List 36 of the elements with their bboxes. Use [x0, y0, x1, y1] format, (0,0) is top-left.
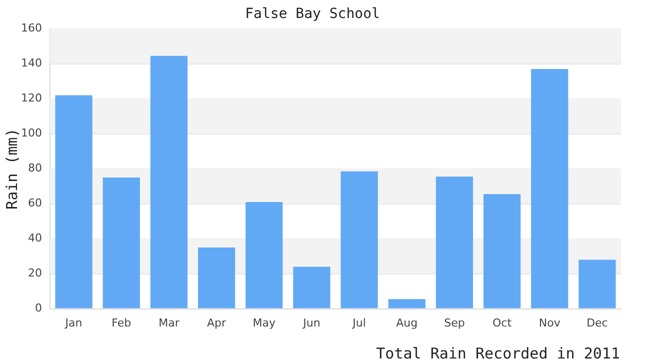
text: Total Rain Recorded in 2011 — [376, 344, 620, 360]
x-tick-label: Apr — [207, 316, 227, 330]
bar — [388, 299, 426, 308]
y-tick-label: 160 — [21, 22, 42, 35]
y-tick-label: 60 — [28, 196, 42, 210]
bar — [436, 176, 474, 308]
x-tick-label: Jul — [352, 316, 366, 330]
y-tick-label: 80 — [28, 162, 42, 175]
x-tick-label: Mar — [158, 316, 180, 330]
x-tick-label: Oct — [492, 316, 512, 330]
bar — [483, 194, 521, 308]
x-tick-label: Nov — [538, 316, 561, 330]
y-tick-label: 140 — [21, 56, 42, 70]
x-tick-label: Sep — [444, 316, 465, 330]
y-tick-label: 0 — [35, 302, 42, 315]
y-tick-label: 40 — [28, 232, 42, 245]
y-tick-label: 100 — [21, 126, 42, 140]
bar — [102, 178, 140, 308]
x-tick-label: Aug — [396, 316, 418, 330]
bar — [578, 260, 616, 308]
x-tick-label: Dec — [586, 316, 608, 330]
x-tick-label: Feb — [112, 316, 132, 330]
bar — [293, 266, 330, 308]
bar — [55, 95, 92, 308]
x-tick-label: Jun — [302, 316, 320, 330]
y-axis-title: Rain (mm) — [2, 128, 21, 210]
bar — [340, 171, 378, 308]
x-tick-label: Jan — [64, 316, 82, 330]
bar — [198, 248, 236, 308]
x-tick-label: May — [252, 316, 276, 330]
y-tick-label: 120 — [21, 92, 42, 105]
y-tick-label: 20 — [28, 266, 42, 280]
chart-title: False Bay School — [245, 6, 380, 22]
bar — [531, 69, 568, 308]
bar — [246, 202, 283, 308]
bar — [150, 56, 188, 308]
